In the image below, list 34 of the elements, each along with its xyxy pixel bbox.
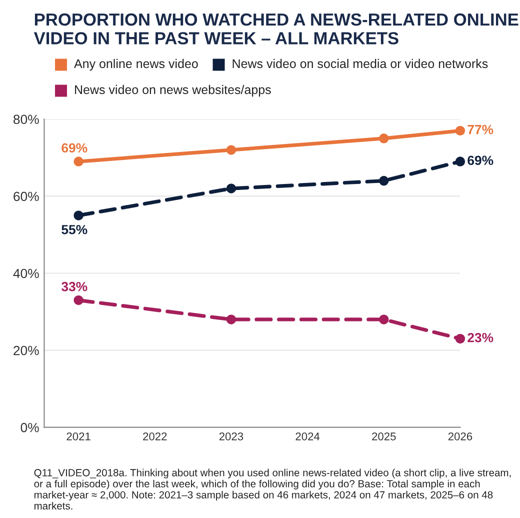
data-label: 69%	[62, 143, 88, 153]
point	[379, 314, 389, 324]
x-tick-label: 2023	[219, 432, 244, 440]
y-tick-label: 20%	[14, 346, 39, 356]
point	[455, 156, 466, 166]
data-label: 77%	[468, 124, 494, 134]
y-tick-label: 0%	[20, 422, 39, 432]
x-tick-label: 2024	[296, 432, 320, 440]
x-tick-label: 2022	[143, 432, 167, 440]
point	[74, 295, 84, 306]
legend-label: News video on news websites/apps	[75, 84, 271, 97]
x-tick-label: 2026	[448, 432, 472, 440]
data-label: 23%	[468, 332, 494, 342]
data-label: 69%	[468, 156, 494, 166]
chart-title: PROPORTION WHO WATCHED A NEWS-RELATED ONLINE VIDEO IN THE PAST WEEK – ALL MARKETS	[34, 13, 518, 44]
point	[455, 126, 466, 136]
text: Q11_VIDEO_2018a. Thinking about when you used online news-related video (a short clip, a live stream, or a full episode) over the last week, which of the following did you do? Base: Total sample in each market-year ≈ 2,000. Note: 2021–3 sample based on 46 markets, 2024 on 47 markets, 2025–6 on 48 markets.	[34, 468, 511, 510]
point	[379, 134, 389, 144]
y-tick-label: 60%	[14, 192, 39, 202]
data-label: 33%	[61, 282, 88, 292]
x-tick-label: 2021	[66, 432, 90, 440]
point	[74, 210, 84, 220]
point	[74, 156, 84, 166]
point	[379, 176, 389, 186]
point	[455, 334, 466, 344]
data-label: 55%	[62, 224, 88, 234]
point	[226, 145, 236, 155]
legend-label: Any online news video	[74, 58, 198, 71]
legend-label: News video on social media or video networks	[232, 58, 488, 68]
point	[226, 184, 236, 194]
x-tick-label: 2025	[372, 432, 396, 440]
y-tick-label: 40%	[13, 268, 39, 278]
point	[226, 314, 236, 324]
y-tick-label: 80%	[14, 114, 39, 124]
